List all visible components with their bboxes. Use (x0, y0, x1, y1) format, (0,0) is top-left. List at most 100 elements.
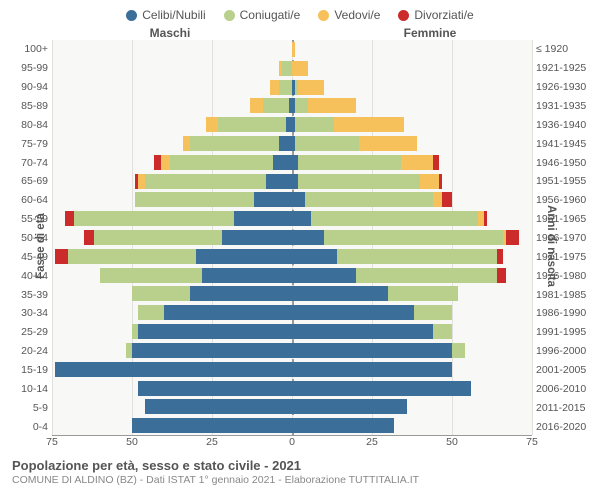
male-bar (52, 381, 292, 396)
segment-married (170, 155, 272, 170)
male-bar (52, 286, 292, 301)
male-bar (52, 98, 292, 113)
bar-row (52, 78, 532, 97)
male-bar (52, 192, 292, 207)
age-label: 75-79 (0, 134, 48, 153)
segment-single (145, 399, 292, 414)
xaxis-tick: 50 (446, 436, 458, 448)
year-label: 1996-2000 (536, 342, 600, 361)
age-label: 70-74 (0, 153, 48, 172)
age-label: 100+ (0, 40, 48, 59)
male-bar (52, 155, 292, 170)
xaxis-tick: 0 (289, 436, 295, 448)
year-labels: ≤ 19201921-19251926-19301931-19351936-19… (532, 40, 600, 436)
segment-married (279, 80, 292, 95)
female-bar (292, 381, 532, 396)
xaxis-tick: 75 (46, 436, 58, 448)
male-bar (52, 61, 292, 76)
segment-single (292, 399, 407, 414)
segment-married (298, 155, 400, 170)
year-label: 1931-1935 (536, 97, 600, 116)
segment-married (132, 286, 190, 301)
age-label: 25-29 (0, 323, 48, 342)
segment-single (292, 324, 433, 339)
segment-single (292, 249, 337, 264)
age-label: 10-14 (0, 379, 48, 398)
segment-single (292, 381, 471, 396)
female-bar (292, 399, 532, 414)
bar-row (52, 191, 532, 210)
segment-single (132, 418, 292, 433)
female-bar (292, 324, 532, 339)
legend-item: Divorziati/e (398, 8, 473, 22)
age-label: 30-34 (0, 304, 48, 323)
age-label: 20-24 (0, 342, 48, 361)
segment-married (295, 136, 359, 151)
segment-married (295, 117, 333, 132)
segment-married (452, 343, 465, 358)
bar-row (52, 397, 532, 416)
male-bar (52, 418, 292, 433)
age-label: 5-9 (0, 398, 48, 417)
legend-label: Divorziati/e (414, 8, 473, 22)
male-bar (52, 174, 292, 189)
male-bar (52, 80, 292, 95)
age-label: 85-89 (0, 97, 48, 116)
segment-married (218, 117, 285, 132)
segment-single (292, 268, 356, 283)
female-bar (292, 362, 532, 377)
female-bar (292, 117, 532, 132)
segment-single (292, 362, 452, 377)
segment-single (202, 268, 292, 283)
bar-row (52, 285, 532, 304)
age-label: 35-39 (0, 285, 48, 304)
female-bar (292, 42, 532, 57)
year-label: 2006-2010 (536, 379, 600, 398)
female-bar (292, 61, 532, 76)
segment-single (292, 286, 388, 301)
segment-widowed (161, 155, 171, 170)
segment-single (292, 418, 394, 433)
header-female: Femmine (320, 26, 600, 40)
footer-subtitle: COMUNE DI ALDINO (BZ) - Dati ISTAT 1° ge… (12, 474, 588, 486)
yaxis-title-left: Fasce di età (35, 213, 47, 279)
female-bar (292, 211, 532, 226)
segment-married (433, 324, 452, 339)
segment-widowed (270, 80, 280, 95)
segment-single (190, 286, 292, 301)
male-bar (52, 399, 292, 414)
legend-label: Vedovi/e (334, 8, 380, 22)
segment-widowed (359, 136, 417, 151)
segment-widowed (433, 192, 443, 207)
bar-row (52, 266, 532, 285)
year-label: 1941-1945 (536, 134, 600, 153)
female-bar (292, 80, 532, 95)
year-label: 1981-1985 (536, 285, 600, 304)
segment-single (55, 362, 292, 377)
female-bar (292, 305, 532, 320)
bar-row (52, 59, 532, 78)
segment-married (68, 249, 196, 264)
segment-married (100, 268, 202, 283)
female-bar (292, 174, 532, 189)
segment-married (356, 268, 497, 283)
segment-single (292, 192, 305, 207)
bar-row (52, 115, 532, 134)
male-bar (52, 211, 292, 226)
segment-single (292, 211, 311, 226)
segment-single (292, 305, 414, 320)
segment-divorced (433, 155, 439, 170)
legend-swatch (126, 10, 137, 21)
female-bar (292, 268, 532, 283)
female-bar (292, 155, 532, 170)
male-bar (52, 42, 292, 57)
female-bar (292, 192, 532, 207)
female-bar (292, 286, 532, 301)
segment-divorced (442, 192, 452, 207)
plot (52, 40, 532, 436)
segment-widowed (334, 117, 404, 132)
year-label: 1991-1995 (536, 323, 600, 342)
segment-married (282, 61, 292, 76)
female-bar (292, 418, 532, 433)
bar-row (52, 153, 532, 172)
